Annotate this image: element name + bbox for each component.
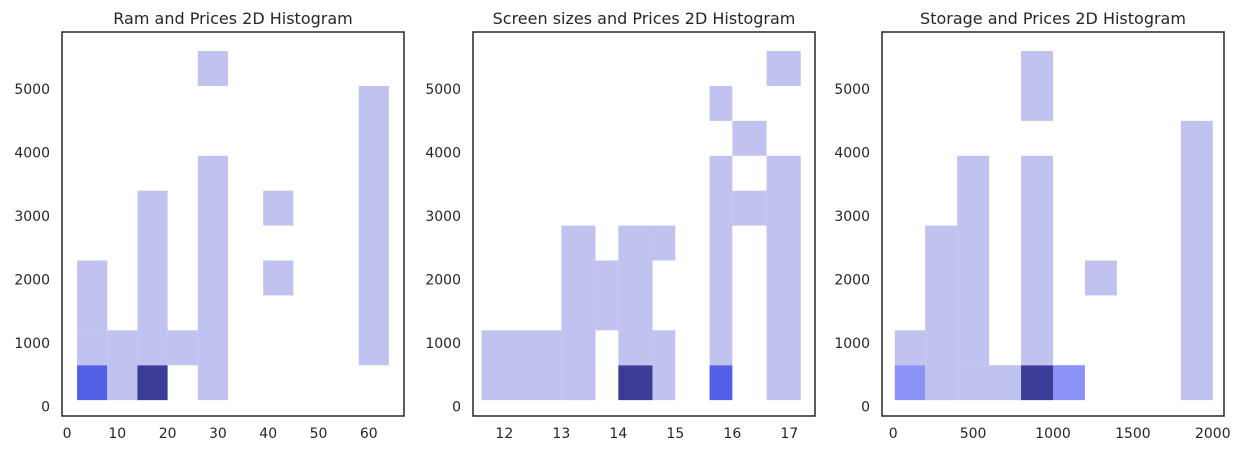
y-tick-label: 2000: [14, 273, 50, 289]
histogram-cell: [137, 365, 168, 401]
y-tick-label: 1000: [425, 336, 461, 352]
axes-frame: [472, 31, 816, 417]
histogram-cell: [652, 330, 676, 401]
histogram-cell: [925, 225, 958, 401]
histogram-panel-3: Storage and Prices 2D Histogram 0 500 1000 1…: [834, 9, 1230, 442]
x-tick-label: 60: [360, 426, 378, 442]
histogram-cell: [561, 225, 596, 401]
histogram-cell: [263, 190, 294, 226]
y-tick-label: 2000: [834, 273, 870, 289]
y-tick-label: 1000: [14, 336, 50, 352]
histogram-cell: [1021, 51, 1053, 121]
axes-frame: [881, 31, 1225, 417]
histogram-cell: [957, 365, 990, 401]
y-tick-label: 1000: [834, 336, 870, 352]
y-tick-label: 4000: [14, 146, 50, 162]
x-tick-label: 16: [723, 426, 741, 442]
x-tick-label: 10: [108, 426, 126, 442]
y-tick-label: 2000: [425, 273, 461, 289]
axes-frame: [61, 31, 405, 417]
histogram-cell: [618, 225, 653, 366]
x-tick-label: 40: [259, 426, 277, 442]
histogram-cell: [263, 260, 294, 296]
histogram-panel-2: Screen sizes and Prices 2D Histogram 12 13…: [425, 9, 816, 442]
histogram-cell: [732, 190, 767, 226]
histogram-cell: [766, 155, 801, 401]
histogram-cell: [481, 330, 562, 401]
histogram-cell: [709, 85, 733, 121]
x-tick-label: 1000: [1035, 426, 1071, 442]
x-tick-label: 50: [310, 426, 328, 442]
histogram-cell: [894, 365, 926, 401]
y-tick-label: 0: [41, 399, 50, 415]
y-tick-label: 4000: [425, 146, 461, 162]
histogram-cell: [197, 51, 228, 86]
histogram-cell: [766, 51, 801, 86]
chart-title: Ram and Prices 2D Histogram: [113, 9, 352, 28]
x-tick-label: 2000: [1195, 426, 1231, 442]
histogram-cell: [1180, 120, 1213, 401]
y-tick-label: 5000: [425, 82, 461, 98]
histogram-cell: [1021, 155, 1053, 366]
x-tick-label: 15: [666, 426, 684, 442]
x-tick-label: 20: [159, 426, 177, 442]
histogram-cell: [709, 365, 733, 401]
x-tick-label: 13: [552, 426, 570, 442]
x-tick-label: 30: [209, 426, 227, 442]
histogram-cell: [1084, 260, 1117, 296]
chart-title: Screen sizes and Prices 2D Histogram: [493, 9, 796, 28]
x-tick-label: 1500: [1115, 426, 1151, 442]
histogram-cell: [618, 365, 653, 401]
y-tick-label: 3000: [425, 209, 461, 225]
histogram-cell: [77, 365, 108, 401]
y-tick-label: 3000: [14, 209, 50, 225]
histogram-cell: [709, 155, 733, 366]
histogram-cell: [732, 120, 767, 156]
chart-title: Storage and Prices 2D Histogram: [920, 9, 1186, 28]
x-tick-label: 0: [63, 426, 72, 442]
x-tick-label: 0: [889, 426, 898, 442]
histogram-cell: [107, 330, 138, 401]
histogram-cell: [1021, 365, 1053, 401]
x-tick-label: 14: [609, 426, 627, 442]
x-tick-label: 12: [495, 426, 513, 442]
y-tick-label: 5000: [14, 82, 50, 98]
histogram-cell: [77, 260, 108, 331]
y-tick-label: 0: [452, 399, 461, 415]
histogram-cell: [1053, 365, 1085, 401]
y-tick-label: 4000: [834, 146, 870, 162]
histogram-cell: [167, 330, 198, 366]
histogram-cell: [358, 85, 389, 366]
histogram-cell: [595, 260, 619, 331]
histogram-cell: [894, 330, 926, 366]
histogram-cell: [137, 190, 168, 366]
histogram-cell: [652, 225, 676, 261]
y-tick-label: 0: [861, 399, 870, 415]
x-tick-label: 500: [960, 426, 987, 442]
histogram-panel-1: Ram and Prices 2D Histogram 0 10 20 30 40 50 60…: [14, 9, 405, 442]
x-tick-label: 17: [780, 426, 798, 442]
y-tick-label: 3000: [834, 209, 870, 225]
histogram-cell: [197, 155, 228, 401]
histogram-cell: [989, 365, 1022, 401]
histogram-cell: [957, 155, 990, 366]
histogram-cell: [77, 330, 108, 366]
y-tick-label: 5000: [834, 82, 870, 98]
